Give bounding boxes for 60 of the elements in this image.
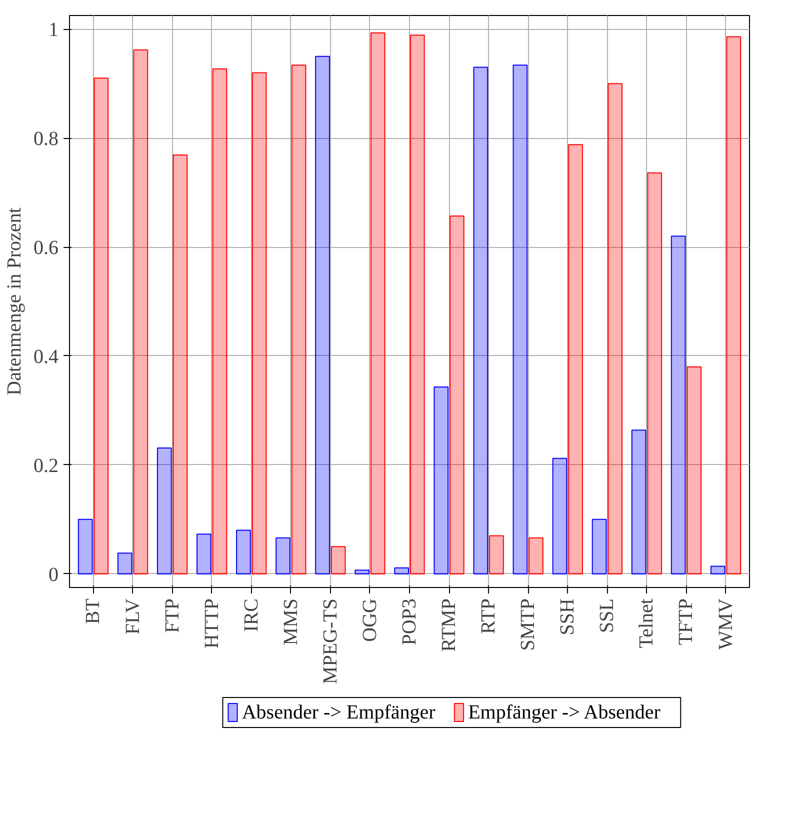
x-tick-label: SSL xyxy=(596,598,618,633)
x-tick-label: SSH xyxy=(556,598,579,636)
x-tick-label: RTP xyxy=(478,598,500,634)
x-tick-label: FTP xyxy=(161,598,184,633)
x-tick-label: Telnet xyxy=(636,598,658,648)
bar xyxy=(196,534,212,574)
bar xyxy=(710,566,726,574)
bar xyxy=(592,518,607,574)
bar xyxy=(172,154,188,574)
x-tick-label: RTMP xyxy=(438,598,460,652)
bar xyxy=(156,448,172,574)
bar xyxy=(354,570,370,574)
bar xyxy=(608,83,622,574)
bar xyxy=(252,72,267,574)
x-tick-label: IRC xyxy=(240,598,262,632)
y-tick-label: 0 xyxy=(48,564,58,586)
x-tick-label: WMV xyxy=(714,598,737,650)
x-tick-label: FLV xyxy=(122,598,144,634)
bar xyxy=(236,530,251,574)
bar xyxy=(315,56,330,574)
bar xyxy=(512,64,528,574)
bar xyxy=(212,68,228,574)
bar xyxy=(94,78,109,574)
bar xyxy=(670,236,686,574)
bar xyxy=(133,49,148,574)
bar xyxy=(394,567,410,574)
x-tick-label: SMTP xyxy=(517,598,540,651)
bar xyxy=(410,34,425,574)
bar xyxy=(434,386,449,574)
legend-label: Empfänger -> Absender xyxy=(468,702,661,724)
bar xyxy=(291,64,306,574)
x-tick-label: HTTP xyxy=(200,598,223,648)
x-tick-label: OGG xyxy=(358,598,381,642)
bar xyxy=(552,458,568,574)
x-tick-label: MMS xyxy=(280,598,302,646)
bar xyxy=(450,215,464,574)
y-tick-label: 0.6 xyxy=(34,237,58,260)
legend-label: Absender -> Empfänger xyxy=(242,702,436,724)
bar xyxy=(276,537,290,574)
bar xyxy=(117,552,132,574)
bar xyxy=(473,66,488,574)
bar xyxy=(647,172,662,574)
bar xyxy=(528,537,544,574)
x-tick-label: MPEG-TS xyxy=(319,598,342,684)
y-tick-label: 0.2 xyxy=(34,454,58,477)
bar xyxy=(686,366,702,574)
bar xyxy=(568,144,583,574)
bar xyxy=(330,546,346,574)
y-axis-title: Datenmenge in Prozent xyxy=(4,207,26,396)
y-tick-label: 0.4 xyxy=(34,346,58,368)
bar xyxy=(631,430,646,574)
x-tick-label: POP3 xyxy=(398,598,420,646)
x-tick-label: TFTP xyxy=(675,598,698,646)
y-tick-label: 0.8 xyxy=(34,128,58,150)
bar xyxy=(370,32,386,574)
bar xyxy=(726,36,742,574)
x-tick-label: BT xyxy=(82,598,104,624)
y-tick-label: 1 xyxy=(48,19,58,42)
bar xyxy=(489,535,504,574)
bar xyxy=(78,518,93,574)
